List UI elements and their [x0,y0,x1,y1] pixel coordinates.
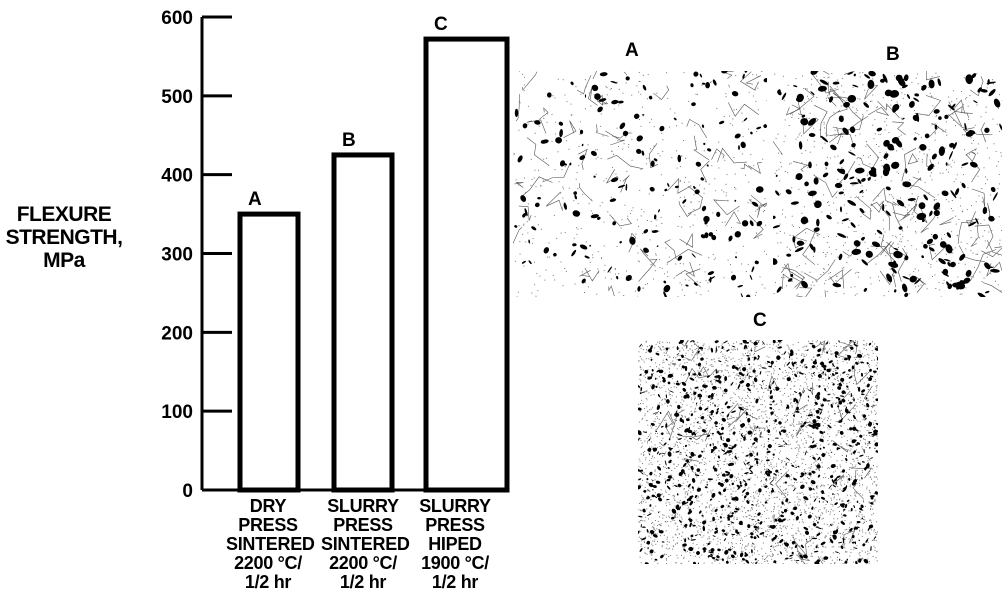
bar-label-b: B [342,130,356,151]
category-line: SINTERED [226,534,315,554]
y-tick-label: 100 [161,402,193,423]
category-line: HIPED [428,534,482,554]
category-line: SINTERED [321,534,410,554]
category-line: 2200 °C/ [329,553,397,573]
category-line: 1900 °C/ [421,553,489,573]
y-axis-label-line-2: STRENGTH, [5,226,123,249]
category-line: DRY [249,496,287,516]
bar-a [237,211,301,493]
category-line: SLURRY [419,496,491,516]
micrograph-a-image [513,71,767,297]
bar-chart: 0 100 200 300 400 500 600 A B C [161,8,510,502]
bar-b [331,152,395,493]
micrograph-b-image [773,71,1002,297]
y-axis-label: FLEXURE STRENGTH, MPa [0,203,128,272]
y-tick-label: 500 [161,87,193,108]
y-tick-label: 600 [161,8,193,29]
micrograph-c-label: C [753,310,767,331]
category-line: 1/2 hr [431,572,479,592]
category-label-slurry-hiped: SLURRY PRESS HIPED 1900 °C/ 1/2 hr [413,497,497,592]
y-axis-label-line-1: FLEXURE [16,203,112,226]
micrograph-a-label: A [625,40,639,61]
y-tick-label: 300 [161,245,193,266]
y-axis-label-line-3: MPa [43,249,85,272]
bar-label-a: A [248,189,262,210]
category-line: 1/2 hr [244,572,292,592]
category-line: SLURRY [327,496,399,516]
category-line: PRESS [425,515,485,535]
category-label-dry-press: DRY PRESS SINTERED 2200 °C/ 1/2 hr [226,496,315,592]
category-line: PRESS [238,515,298,535]
bar-label-c: C [434,14,448,35]
bar-c [423,36,510,493]
category-line: 2200 °C/ [234,553,302,573]
category-label-slurry-sintered: SLURRY PRESS SINTERED 2200 °C/ 1/2 hr [321,496,410,592]
category-line: PRESS [333,515,393,535]
y-tick-label: 400 [161,166,193,187]
micrograph-b-label: B [886,44,900,65]
y-tick-label: 200 [161,323,193,344]
category-line: 1/2 hr [339,572,387,592]
y-tick-label: 0 [182,481,193,502]
micrograph-c-image [638,340,878,564]
